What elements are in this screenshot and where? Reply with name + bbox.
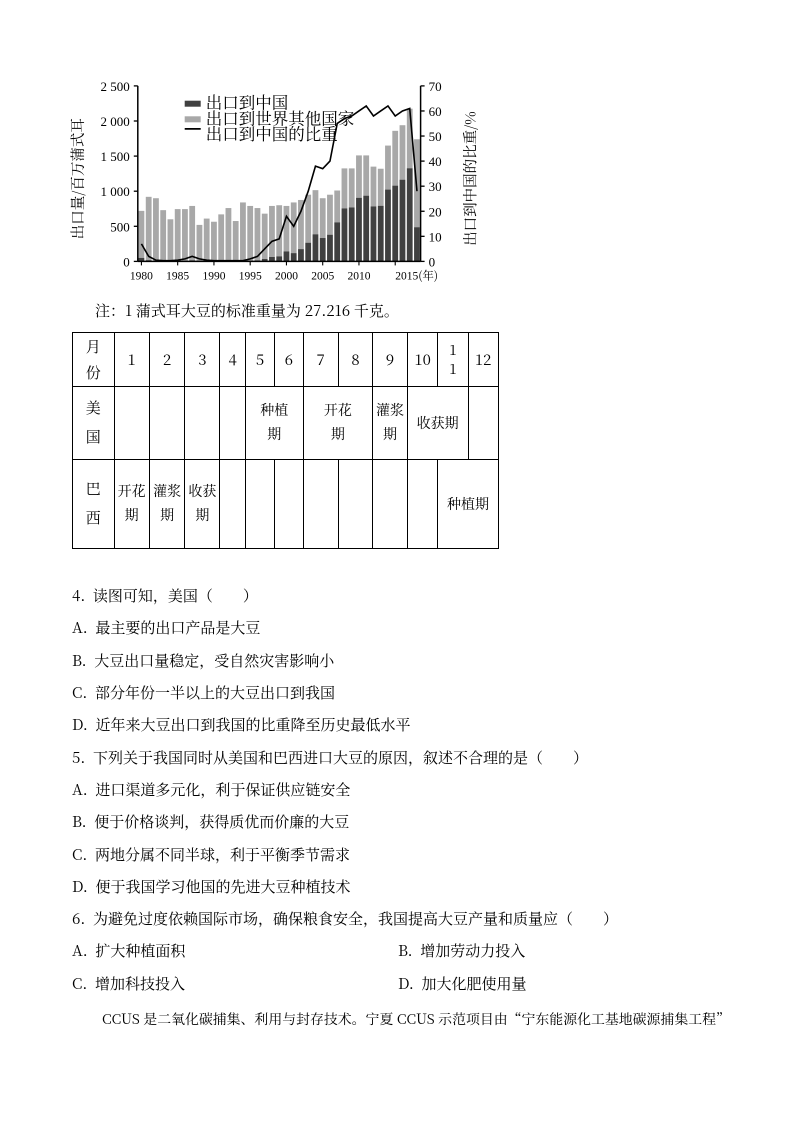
svg-text:出口到中国的比重/%: 出口到中国的比重/% [460,111,481,246]
svg-text:2005: 2005 [311,270,334,282]
svg-text:60: 60 [429,104,442,119]
svg-text:2010: 2010 [347,270,370,282]
svg-text:30: 30 [429,179,442,194]
svg-text:2 500: 2 500 [101,79,130,94]
svg-text:2015(年): 2015(年) [395,267,438,283]
svg-text:500: 500 [110,219,130,234]
svg-text:1 000: 1 000 [101,184,130,199]
svg-text:0: 0 [123,254,130,269]
svg-text:70: 70 [429,79,442,94]
svg-text:2 000: 2 000 [101,114,130,129]
svg-text:1985: 1985 [166,270,189,282]
svg-text:出口量/百万蒲式耳: 出口量/百万蒲式耳 [67,118,88,239]
svg-text:出口到中国的比重: 出口到中国的比重 [206,121,338,145]
svg-text:40: 40 [429,154,442,169]
svg-text:50: 50 [429,129,442,144]
svg-text:1 500: 1 500 [101,149,130,164]
svg-text:1990: 1990 [202,270,225,282]
svg-text:2000: 2000 [275,270,298,282]
svg-text:10: 10 [429,229,442,244]
svg-text:1980: 1980 [130,270,153,282]
svg-text:20: 20 [429,204,442,219]
svg-text:1995: 1995 [239,270,262,282]
